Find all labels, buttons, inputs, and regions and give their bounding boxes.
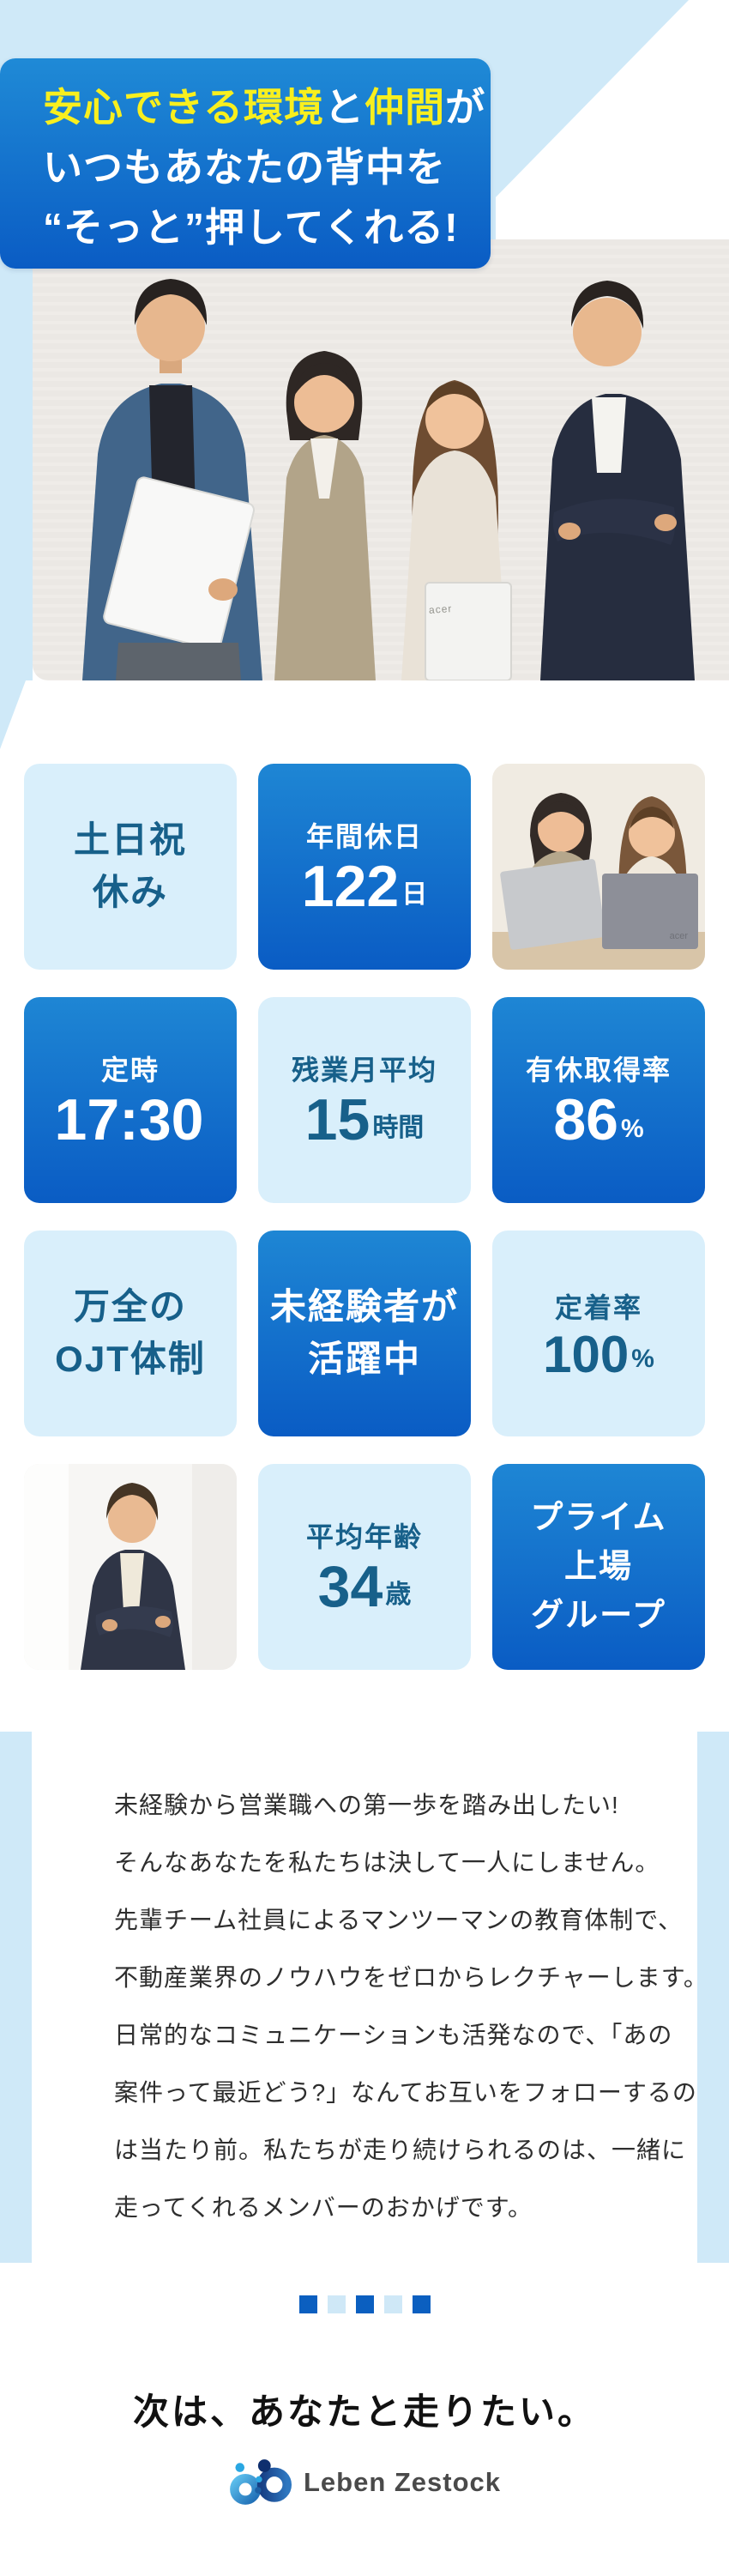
hero-headline-line3: “そっと”押してくれる! [43,205,459,250]
tile-photo-male-employee [24,1464,237,1670]
tile-average-age: 平均年齢 34 歳 [258,1464,471,1670]
tile-inexperienced-active: 未経験者が 活躍中 [258,1231,471,1436]
message-card: 未経験から営業職への第一歩を踏み出したい! そんなあなたを私たちは決して一人にし… [32,1732,708,2263]
message-line: 走ってくれるメンバーのおかげです。 [114,2194,533,2221]
pagination-dot [412,2295,431,2313]
message-line: 案件って最近どう?」なんてお互いをフォローするの [114,2079,697,2106]
tile-ojt-system: 万全の OJT体制 [24,1231,237,1436]
tile-retention-rate: 定着率 100 % [492,1231,705,1436]
hero-headline-line2: いつもあなたの背中を [43,145,446,190]
stat-value: 34 [317,1554,383,1620]
message-section: 未経験から営業職への第一歩を踏み出したい! そんなあなたを私たちは決して一人にし… [0,1732,729,2263]
stat-value: 86 [553,1087,618,1153]
message-line: 不動産業界のノウハウをゼロからレクチャーします。 [114,1964,708,1991]
left-blue-strip [0,239,33,680]
tile-weekends-off: 土日祝 休み [24,764,237,970]
tile-photo-two-women-laptops: acer [492,764,705,970]
two-women-laptops-illustration: acer [492,764,705,970]
laptop-brand-label: acer [428,602,453,616]
hero-headline-box: 安心できる環境と仲間が いつもあなたの背中を “そっと”押してくれる! [0,58,491,269]
male-employee-illustration [24,1464,237,1670]
hero-headline-line1: 安心できる環境と仲間が [43,85,486,130]
tile-prime-listed-group: プライム 上場 グループ [492,1464,705,1670]
message-line: 日常的なコミュニケーションも活発なので、「あの [114,2022,673,2048]
stat-suffix: 時間 [372,1113,425,1142]
tile-fixed-closing-time: 定時 17:30 [24,997,237,1203]
pagination-dot [383,2295,402,2313]
message-line: 未経験から営業職への第一歩を踏み出したい! [114,1792,619,1818]
tile-monthly-overtime: 残業月平均 15 時間 [258,997,471,1203]
pagination-dot [355,2295,374,2313]
pagination-dot [327,2295,346,2313]
stat-value: 122 [301,854,400,920]
leben-zestock-logo-icon [230,2459,292,2505]
stats-grid: 土日祝 休み 年間休日 122 日 [24,764,705,1670]
stat-suffix: 日 [401,880,428,909]
pagination-dots [0,2295,729,2313]
message-line: は当たり前。私たちが走り続けられるのは、一緒に [114,2137,687,2163]
left-triangle-decoration [0,680,26,749]
message-line: そんなあなたを私たちは決して一人にしません。 [114,1849,660,1876]
stat-suffix: % [620,1114,644,1143]
team-photo: acer [33,239,729,680]
stat-suffix: 歳 [385,1580,412,1609]
tile-paid-leave-rate: 有休取得率 86 % [492,997,705,1203]
closing-heading: 次は、あなたと走りたい。 [132,2392,596,2432]
stat-value: 100 [543,1325,630,1383]
team-photo-illustration [82,279,695,680]
message-line: 先輩チーム社員によるマンツーマンの教育体制で、 [114,1907,684,1933]
brand-name: Leben Zestock [303,2466,502,2497]
stat-value: 17:30 [54,1087,204,1153]
tile-annual-holidays: 年間休日 122 日 [258,764,471,970]
stat-suffix: % [631,1344,654,1373]
brand-logo: Leben Zestock [0,2459,729,2505]
stat-value: 15 [304,1087,371,1153]
laptop-brand-label: acer [670,931,689,941]
pagination-dot [298,2295,317,2313]
